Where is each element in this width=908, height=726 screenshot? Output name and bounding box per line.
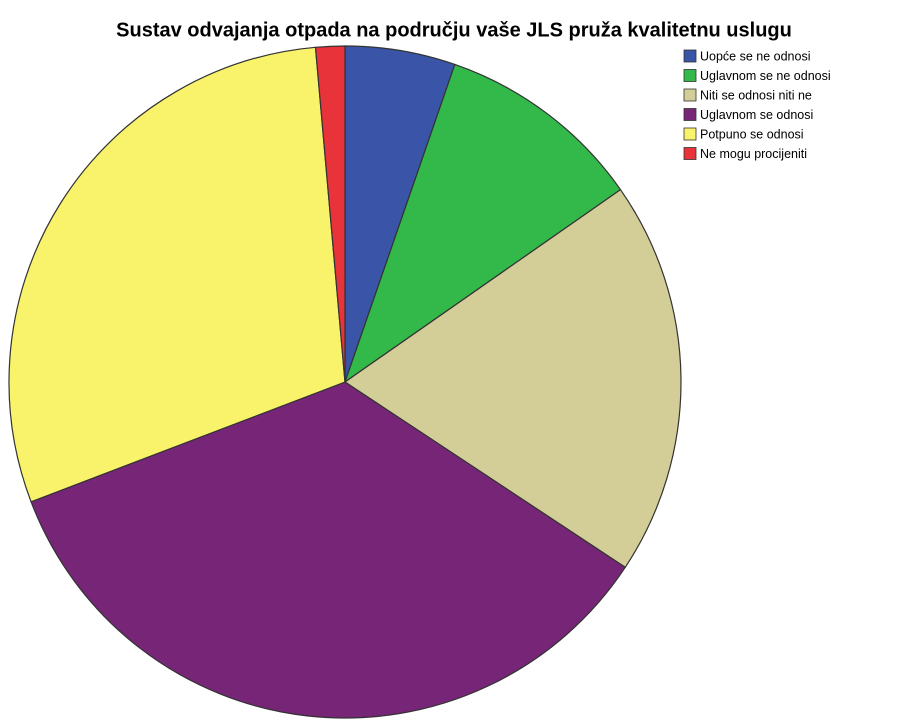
pie-slice	[8, 46, 346, 503]
legend-swatch	[683, 69, 697, 82]
pie-slice	[314, 45, 346, 383]
chart-title: Sustav odvajanja otpada na području vaše…	[116, 19, 792, 41]
pie-slice	[30, 381, 627, 719]
legend-label: Potpuno se odnosi	[700, 127, 804, 141]
legend-label: Uopće se ne odnosi	[700, 49, 811, 63]
legend-swatch	[683, 127, 697, 141]
legend-swatch	[683, 49, 697, 63]
legend-swatch	[683, 147, 697, 160]
legend-swatch	[683, 88, 697, 102]
legend-label: Niti se odnosi niti ne	[700, 88, 812, 102]
legend-label: Uglavnom se odnosi	[700, 108, 813, 122]
legend-label: Ne mogu procijeniti	[700, 147, 807, 161]
pie-slice	[343, 63, 622, 384]
pie-slice	[343, 188, 682, 569]
legend-label: Uglavnom se ne odnosi	[700, 69, 831, 83]
legend-swatch	[683, 108, 697, 121]
